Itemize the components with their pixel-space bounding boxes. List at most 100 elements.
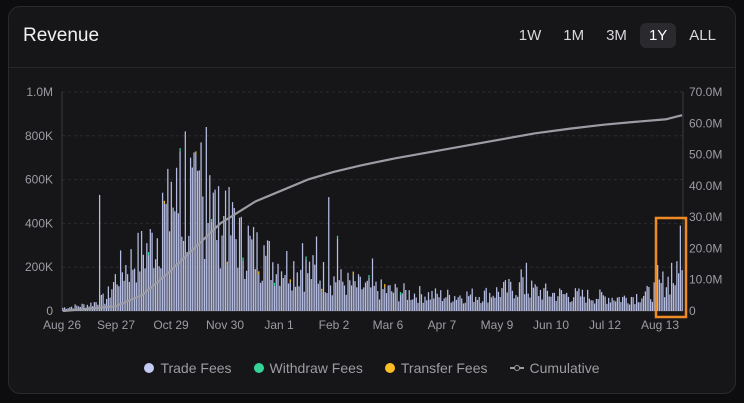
- trade-fee-bar: [469, 294, 472, 311]
- trade-fee-bar: [548, 296, 550, 311]
- trade-fee-bar: [317, 283, 319, 311]
- trade-fee-bar: [223, 216, 225, 311]
- x-tick-label: Jun 10: [533, 318, 569, 332]
- trade-fee-bar: [128, 281, 130, 311]
- y-right-tick-label: 40.0M: [689, 179, 722, 193]
- range-button-1w[interactable]: 1W: [518, 27, 542, 44]
- trade-fee-bar: [489, 292, 491, 311]
- trade-fee-bar: [343, 285, 346, 311]
- trade-fee-bar: [494, 297, 496, 311]
- trade-fee-bar: [205, 127, 207, 311]
- trade-fee-bar: [641, 298, 643, 311]
- trade-fee-bar: [392, 292, 395, 311]
- trade-fee-bar: [387, 285, 389, 311]
- trade-fee-bar: [592, 300, 594, 311]
- withdraw-fee-bar: [368, 275, 370, 279]
- trade-fee-bar: [188, 235, 190, 311]
- trade-fee-bar: [112, 282, 115, 311]
- trade-fee-bar: [658, 279, 661, 311]
- transfer-fee-bar: [226, 261, 228, 265]
- trade-fee-bar: [298, 286, 300, 311]
- trade-fee-bar: [322, 262, 325, 311]
- trade-fee-bar: [63, 307, 66, 311]
- y-left-tick-label: 800K: [25, 129, 53, 143]
- trade-fee-bar: [622, 296, 624, 311]
- legend-item-trade-fees[interactable]: Trade Fees: [144, 360, 232, 376]
- trade-fee-bar: [560, 290, 563, 311]
- transfer-fee-bar: [289, 279, 291, 283]
- trade-fee-bar: [604, 296, 606, 311]
- trade-fee-bar: [473, 301, 475, 311]
- trade-fee-bar: [634, 304, 636, 311]
- trade-fee-bar: [576, 291, 578, 311]
- trade-fee-bar: [217, 186, 220, 311]
- trade-fee-bar: [366, 280, 368, 311]
- trade-fee-bar: [653, 282, 655, 311]
- trade-fee-bar: [415, 297, 417, 311]
- trade-fee-bar: [142, 254, 144, 311]
- trade-fee-bar: [282, 277, 284, 311]
- trade-fee-bar: [492, 295, 494, 311]
- trade-fee-bar: [608, 297, 610, 311]
- range-selector: 1W 1M 3M 1Y ALL: [510, 23, 725, 48]
- trade-fee-bar: [482, 301, 484, 311]
- trade-fee-bar: [210, 221, 213, 311]
- trade-fee-bar: [660, 282, 662, 311]
- trade-fee-bar: [406, 299, 409, 311]
- trade-fee-bar: [403, 283, 405, 311]
- x-tick-label: Mar 6: [373, 318, 404, 332]
- range-button-1y[interactable]: 1Y: [639, 23, 677, 48]
- trade-fee-bar: [356, 287, 358, 311]
- trade-fee-bar: [513, 298, 515, 311]
- trade-fee-bar: [405, 289, 407, 311]
- trade-fee-bar: [90, 302, 92, 311]
- trade-fee-bar: [331, 295, 333, 311]
- trade-fee-bar: [342, 281, 344, 311]
- trade-fee-bar: [578, 288, 580, 311]
- trade-fee-bar: [105, 298, 108, 311]
- x-tick-label: Feb 2: [319, 318, 350, 332]
- trade-fee-bar: [501, 288, 503, 311]
- trade-fee-bar: [195, 154, 197, 311]
- trade-fee-bar: [154, 259, 157, 311]
- legend-item-withdraw-fees[interactable]: Withdraw Fees: [253, 360, 363, 376]
- trade-fee-bar: [277, 263, 279, 311]
- trade-fee-bar: [340, 269, 342, 311]
- trade-fee-bar: [305, 259, 307, 311]
- trade-fee-bar: [321, 291, 323, 311]
- trade-fee-bar: [198, 170, 200, 311]
- trade-fee-bar: [107, 286, 109, 311]
- trade-fee-bar: [471, 288, 473, 311]
- trade-fee-bar: [74, 304, 76, 311]
- legend-label: Withdraw Fees: [269, 360, 363, 376]
- x-tick-label: Jan 1: [264, 318, 294, 332]
- range-button-all[interactable]: ALL: [689, 27, 716, 44]
- trade-fee-bar: [111, 289, 113, 311]
- trade-fee-bar: [125, 265, 127, 311]
- legend-item-transfer-fees[interactable]: Transfer Fees: [384, 360, 488, 376]
- trade-fee-bar: [300, 269, 302, 311]
- legend-item-cumulative[interactable]: Cumulative: [509, 360, 600, 376]
- trade-fee-bar: [324, 292, 326, 311]
- range-button-3m[interactable]: 3M: [606, 27, 627, 44]
- trade-fee-bar: [597, 299, 599, 311]
- trade-fee-bar: [651, 301, 654, 311]
- range-button-1m[interactable]: 1M: [563, 27, 585, 44]
- y-right-tick-label: 70.0M: [689, 85, 722, 99]
- trade-fee-bar: [203, 258, 206, 311]
- trade-fee-bar: [434, 288, 437, 311]
- trade-fee-bar: [511, 290, 514, 311]
- trade-fee-bar: [83, 304, 85, 311]
- trade-fee-bar: [623, 295, 626, 311]
- trade-fee-bar: [371, 258, 374, 311]
- y-left-tick-label: 400K: [25, 216, 53, 230]
- trade-fee-bar: [410, 299, 412, 311]
- trade-fee-bar: [81, 303, 83, 311]
- trade-fee-bar: [508, 278, 510, 311]
- x-tick-label: Nov 30: [206, 318, 244, 332]
- trade-fee-bar: [102, 293, 104, 311]
- trade-fee-bar: [552, 292, 554, 311]
- trade-fee-bar: [139, 271, 141, 311]
- trade-fee-bar: [265, 255, 267, 311]
- trade-fee-bar: [384, 287, 386, 311]
